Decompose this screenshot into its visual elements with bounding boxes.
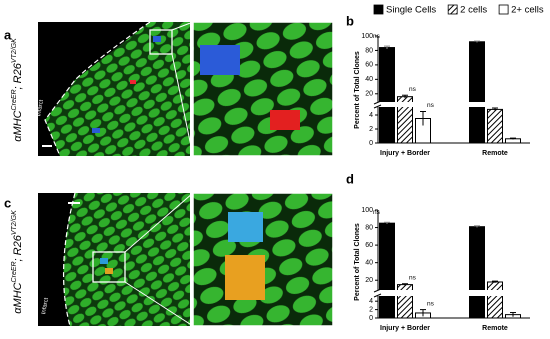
axis-break [374, 102, 530, 107]
y-tick-label: 20 [365, 277, 373, 284]
bar [487, 108, 503, 144]
legend-label: 2+ cells [511, 5, 544, 16]
bar [379, 222, 395, 319]
bar [397, 284, 413, 319]
y-tick-label: 80 [365, 47, 373, 54]
legend-label: 2 cells [460, 5, 487, 16]
axis-break [374, 290, 530, 296]
genotype-label: αMHCCreER; R26VT2/GK [11, 210, 24, 314]
y-axis-label: Percent of Total Clones [354, 223, 361, 301]
y-tick-label: 20 [365, 91, 373, 98]
micrograph-a [38, 21, 334, 157]
genotype-label: αMHCCreER; R26VT2/GK [11, 38, 24, 142]
micrograph-c [38, 192, 334, 327]
y-tick-label: 2 [369, 126, 373, 133]
break-mark [373, 288, 382, 293]
panel-label: b [346, 13, 354, 28]
break-mark [373, 100, 382, 105]
significance-label: ns [373, 209, 381, 216]
y-tick-label: 0 [369, 315, 373, 322]
panel-label: c [4, 195, 11, 210]
bar [469, 41, 485, 144]
y-tick-label: 40 [365, 260, 373, 267]
genotype-part: ; R26 [12, 234, 24, 261]
x-tick-label: Injury + Border [380, 325, 430, 332]
region-label: Infarct [36, 99, 45, 117]
bar [379, 47, 395, 144]
genotype-part: VT2/GK [11, 210, 18, 235]
genotype-part: CreER [11, 89, 18, 110]
y-tick-label: 40 [365, 76, 373, 83]
genotype-part: αMHC [12, 110, 24, 141]
panel-label: a [4, 27, 12, 42]
x-tick-label: Remote [482, 325, 508, 332]
y-axis-label: Percent of Total Clones [354, 51, 361, 129]
genotype-part: VT2/GK [11, 38, 18, 63]
region-label: Infarct [41, 297, 50, 315]
y-tick-label: 80 [365, 224, 373, 231]
legend-label: Single Cells [386, 5, 436, 16]
bar [487, 281, 503, 319]
y-tick-label: 4 [369, 112, 373, 119]
panel-label: d [346, 171, 354, 186]
y-tick-label: 2 [369, 306, 373, 313]
significance-label: ns [427, 300, 435, 307]
y-tick-label: 60 [365, 62, 373, 69]
legend-swatch [373, 4, 384, 15]
significance-label: ns [409, 274, 417, 281]
y-tick-label: 4 [369, 298, 373, 305]
x-tick-label: Injury + Border [380, 150, 430, 157]
genotype-part: CreER [11, 261, 18, 282]
y-tick-label: 60 [365, 242, 373, 249]
significance-label: ns [373, 33, 381, 40]
significance-label: ns [409, 86, 417, 93]
genotype-part: αMHC [12, 282, 24, 313]
legend-swatch [447, 4, 458, 15]
break-mark [373, 293, 382, 298]
y-tick-label: 100 [361, 207, 373, 214]
genotype-part: ; R26 [12, 62, 24, 89]
break-mark [373, 104, 382, 109]
y-tick-label: 0 [369, 140, 373, 147]
bar [469, 226, 485, 319]
y-tick-label: 100 [361, 33, 373, 40]
legend-swatch [498, 4, 509, 15]
significance-label: ns [427, 102, 435, 109]
x-tick-label: Remote [482, 150, 508, 157]
